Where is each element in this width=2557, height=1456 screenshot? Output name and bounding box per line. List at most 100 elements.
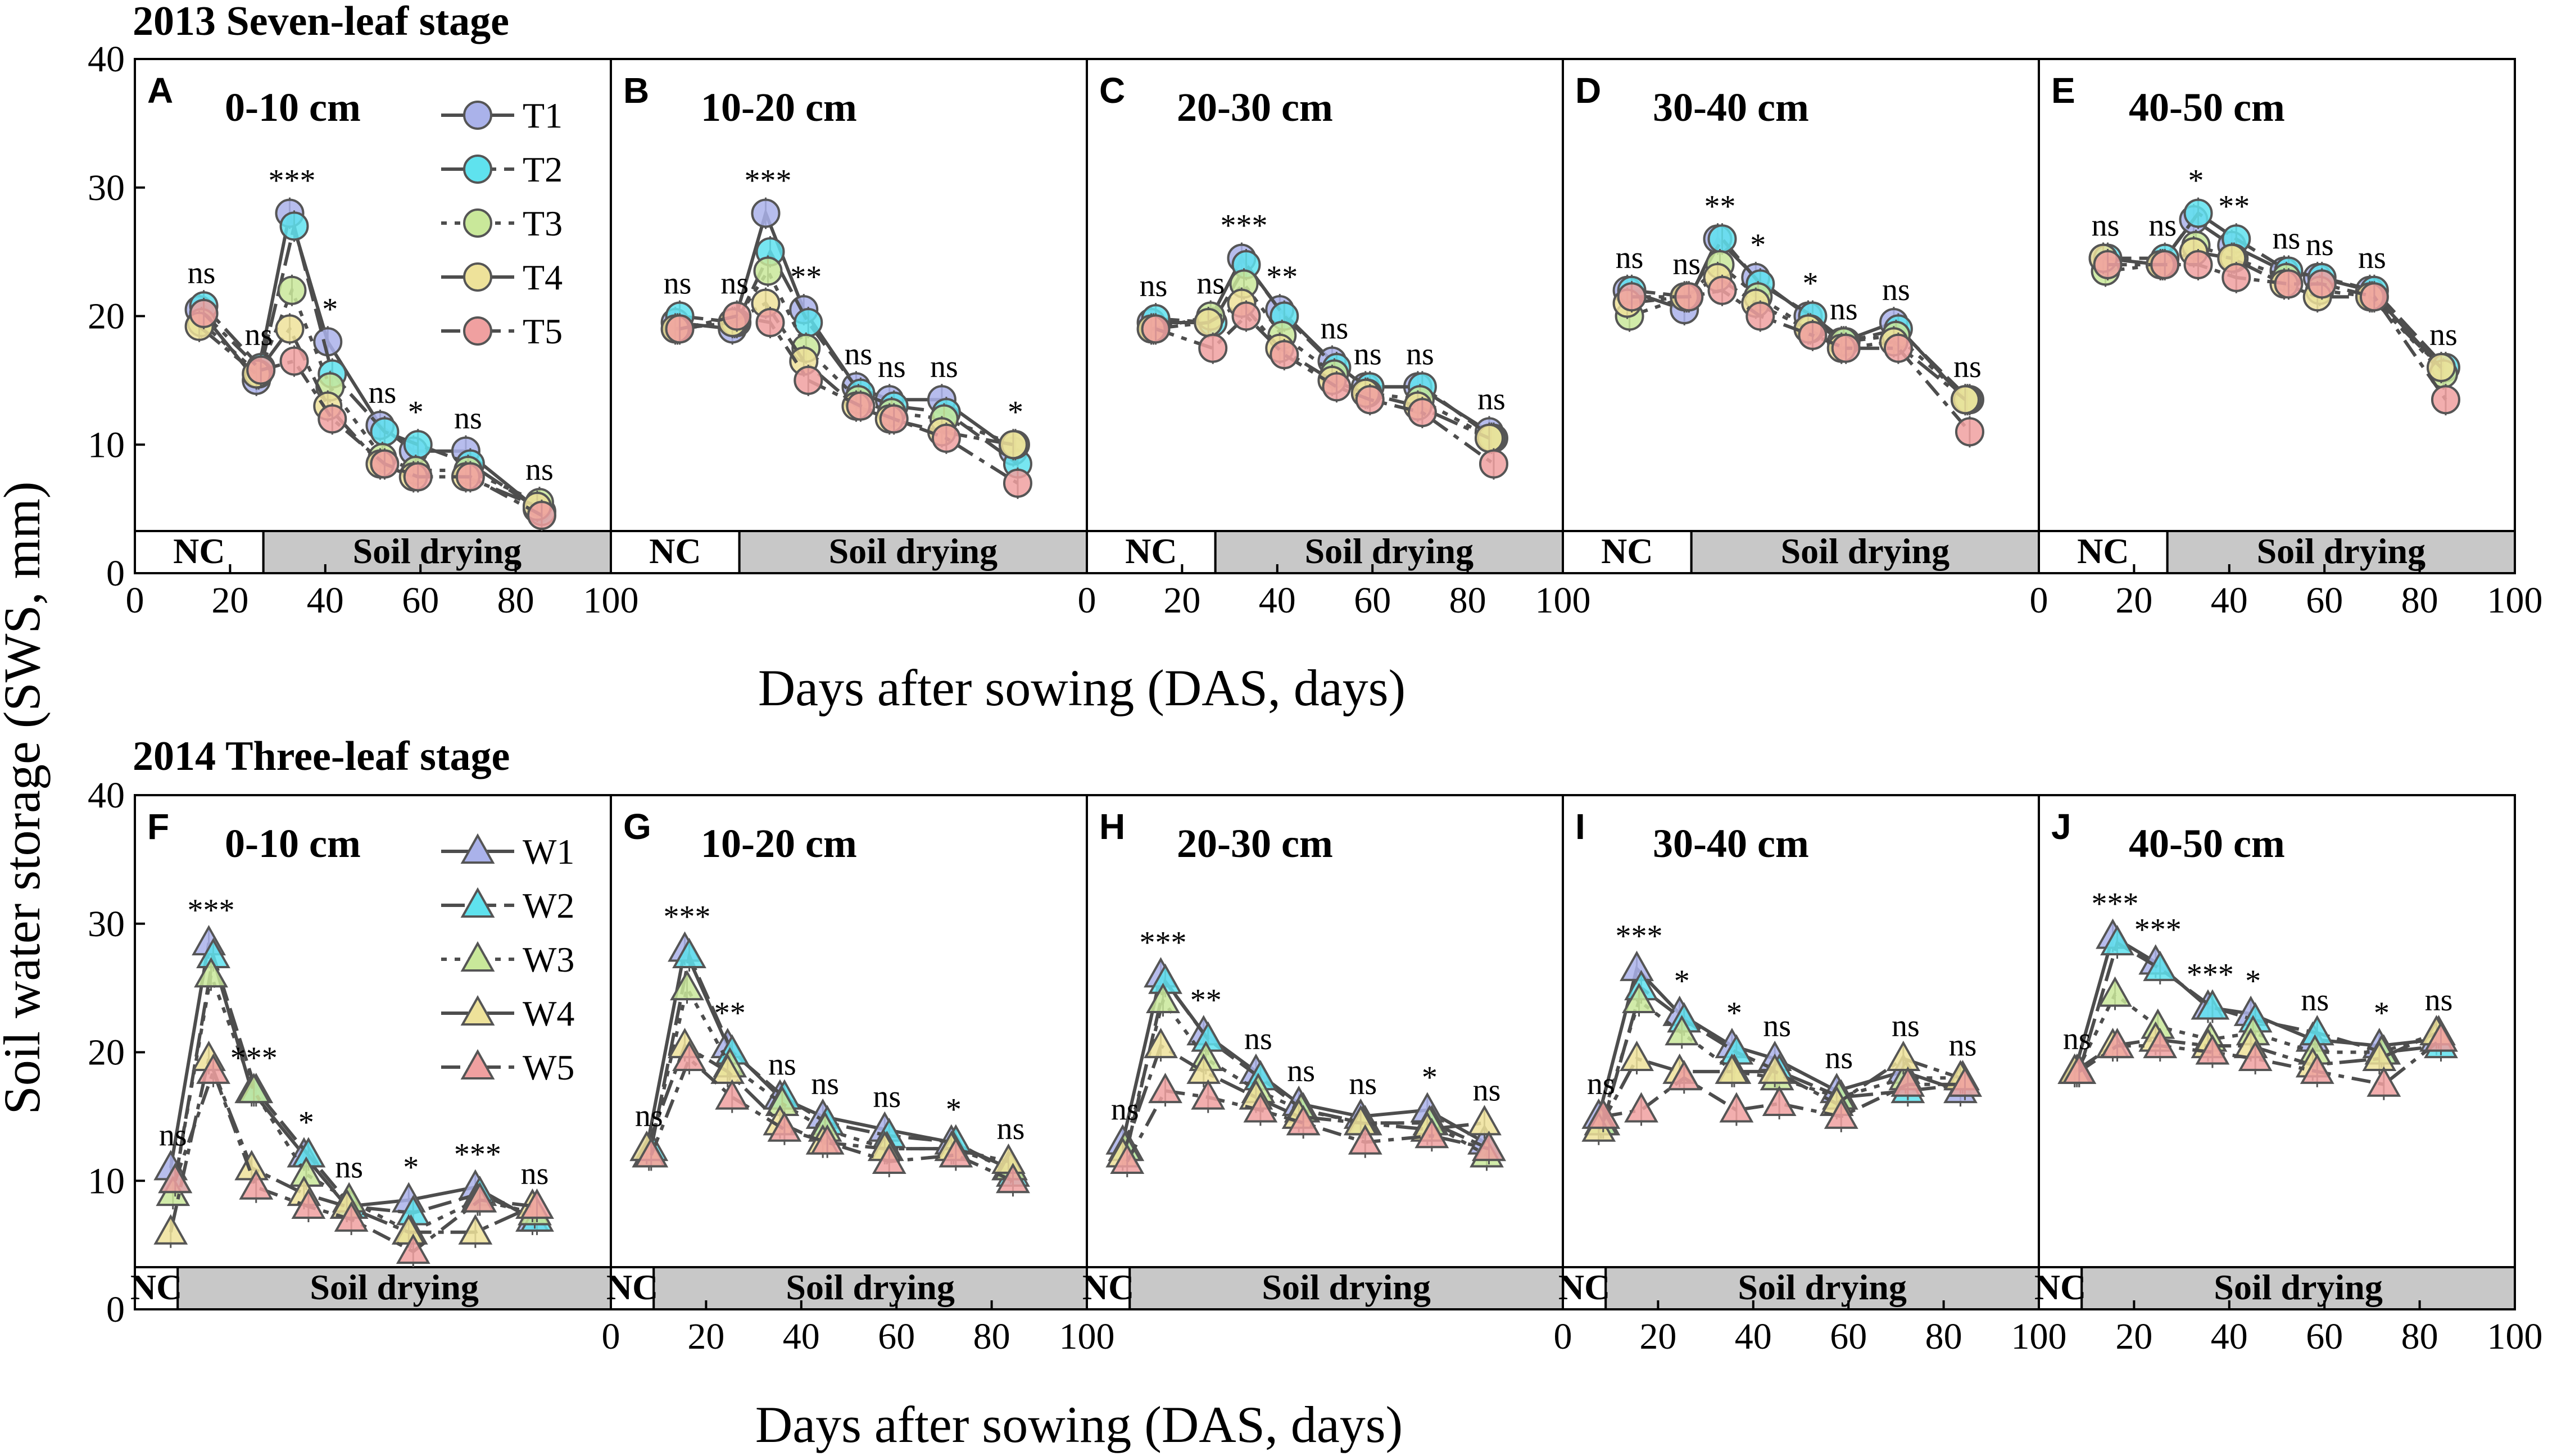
data-point-T5	[2307, 269, 2337, 299]
data-point-T5	[2359, 282, 2389, 312]
data-point-T5	[1231, 301, 1261, 331]
data-point-T5	[1479, 449, 1508, 479]
significance-label: **	[2218, 189, 2250, 224]
significance-label: ns	[1244, 1022, 1272, 1056]
data-point-T5	[527, 501, 556, 530]
legend-label: W4	[523, 994, 574, 1033]
x-tick-label: 100	[1535, 580, 1591, 621]
data-point-W4	[1715, 1053, 1749, 1084]
significance-label: *	[1008, 394, 1023, 429]
significance-label: ns	[1196, 266, 1225, 301]
significance-label: ns	[525, 452, 554, 487]
data-point-T5	[2150, 250, 2180, 279]
data-point-W5	[2062, 1053, 2097, 1084]
legend-label: W5	[523, 1047, 574, 1087]
data-point-T5	[1617, 282, 1647, 312]
legend-label: W2	[523, 886, 574, 926]
x-tick-label: 40	[307, 580, 344, 621]
x-tick-label: 0	[126, 580, 144, 621]
y-tick-label: 0	[106, 1289, 125, 1330]
legend-marker	[460, 1049, 495, 1079]
data-point-W5	[1762, 1085, 1797, 1116]
data-point-T3	[277, 275, 307, 305]
significance-label: *	[298, 1105, 314, 1140]
significance-label: ns	[2273, 221, 2301, 256]
significance-label: ns	[2429, 317, 2458, 352]
data-point-W2	[2143, 950, 2178, 981]
x-tick-label: 80	[2401, 1316, 2438, 1357]
data-point-W5	[2195, 1034, 2230, 1065]
significance-label: ns	[1287, 1054, 1315, 1088]
significance-label: ns	[873, 1079, 901, 1114]
significance-label: ns	[1953, 350, 1982, 384]
significance-label: **	[1190, 983, 1222, 1018]
data-point-T5	[1270, 340, 1299, 370]
y-tick-label: 20	[88, 296, 125, 337]
data-point-T4	[275, 314, 305, 344]
significance-label: ns	[664, 266, 692, 301]
significance-label: ns	[1140, 269, 1168, 303]
y-tick-label: 30	[88, 904, 125, 945]
y-tick-label: 0	[106, 553, 125, 594]
significance-label: ns	[369, 375, 397, 410]
data-point-W5	[396, 1233, 430, 1264]
significance-label: ns	[159, 1118, 187, 1153]
y-tick-label: 40	[88, 775, 125, 816]
panel-frame	[2038, 58, 2516, 574]
data-point-W2	[2195, 989, 2230, 1020]
legend-marker	[460, 887, 495, 918]
nc-band	[1562, 1266, 1607, 1310]
data-point-W5	[810, 1124, 845, 1155]
significance-label: ns	[768, 1047, 796, 1082]
data-point-W3	[194, 957, 228, 988]
x-tick-label: 0	[2030, 1316, 2048, 1357]
significance-label: ns	[244, 317, 273, 352]
data-point-W5	[1110, 1143, 1145, 1174]
significance-label: ***	[1140, 925, 1187, 960]
data-point-T1	[751, 198, 781, 228]
row-title-2013: 2013 Seven-leaf stage	[133, 0, 509, 44]
data-point-W5	[1191, 1079, 1226, 1110]
nc-band-label: NC	[1082, 1267, 1134, 1307]
soil-drying-label: Soil drying	[2214, 1267, 2383, 1307]
nc-band	[1562, 530, 1693, 574]
data-point-T5	[722, 301, 752, 331]
data-point-W5	[1948, 1066, 1982, 1097]
data-point-W4	[458, 1214, 493, 1245]
nc-band-label: NC	[2034, 1267, 2086, 1307]
legend-marker	[463, 262, 492, 292]
data-point-W5	[1414, 1118, 1449, 1149]
significance-label: ***	[230, 1041, 278, 1076]
data-point-T5	[1831, 333, 1861, 363]
data-point-W5	[2100, 1027, 2134, 1059]
significance-label: ***	[269, 164, 316, 198]
soil-drying-band	[652, 1266, 1088, 1310]
data-point-W5	[2424, 1021, 2458, 1052]
significance-label: ns	[845, 337, 873, 371]
nc-band-label: NC	[649, 531, 701, 571]
significance-label: ns	[878, 350, 906, 384]
data-point-T3	[753, 256, 783, 286]
legend-label: T2	[523, 149, 563, 189]
data-point-T2	[1707, 224, 1737, 254]
data-point-W1	[1620, 950, 1654, 981]
data-point-W5	[2143, 1027, 2178, 1059]
y-tick-label: 30	[88, 167, 125, 208]
data-point-T5	[189, 298, 219, 328]
significance-label: ns	[1406, 337, 1434, 371]
panel-letter: C	[1099, 70, 1125, 111]
data-point-W5	[2300, 1053, 2334, 1084]
depth-label: 10-20 cm	[701, 821, 857, 866]
significance-label: ns	[1830, 292, 1858, 326]
significance-label: ns	[1587, 1067, 1615, 1101]
significance-label: ***	[454, 1137, 501, 1172]
nc-band-label: NC	[1125, 531, 1177, 571]
depth-label: 10-20 cm	[701, 85, 857, 130]
x-tick-label: 60	[1354, 580, 1391, 621]
x-tick-label: 100	[1059, 1316, 1115, 1357]
data-point-W2	[2100, 924, 2134, 956]
